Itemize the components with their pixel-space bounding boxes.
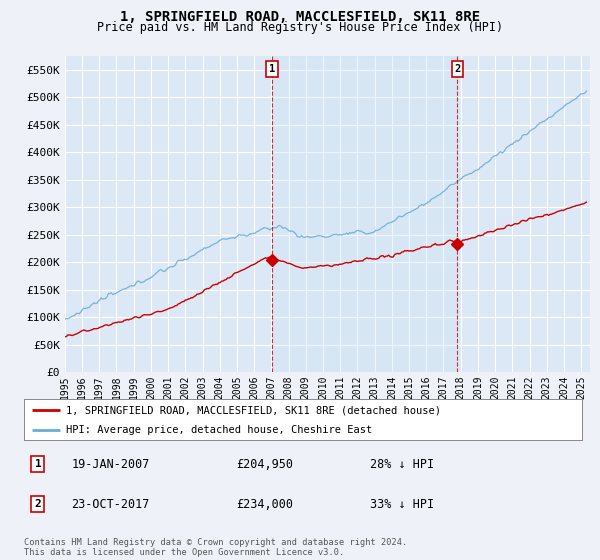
Text: Contains HM Land Registry data © Crown copyright and database right 2024.
This d: Contains HM Land Registry data © Crown c… <box>24 538 407 557</box>
Text: 33% ↓ HPI: 33% ↓ HPI <box>370 498 434 511</box>
Text: 2: 2 <box>454 64 461 74</box>
Text: 1, SPRINGFIELD ROAD, MACCLESFIELD, SK11 8RE (detached house): 1, SPRINGFIELD ROAD, MACCLESFIELD, SK11 … <box>66 405 441 415</box>
Text: 28% ↓ HPI: 28% ↓ HPI <box>370 458 434 470</box>
Text: Price paid vs. HM Land Registry's House Price Index (HPI): Price paid vs. HM Land Registry's House … <box>97 21 503 34</box>
Text: HPI: Average price, detached house, Cheshire East: HPI: Average price, detached house, Ches… <box>66 424 372 435</box>
Text: £204,950: £204,950 <box>236 458 293 470</box>
Bar <box>272 56 457 372</box>
Text: 1: 1 <box>35 459 41 469</box>
Text: 19-JAN-2007: 19-JAN-2007 <box>71 458 150 470</box>
Text: 2: 2 <box>35 499 41 509</box>
Text: £234,000: £234,000 <box>236 498 293 511</box>
Text: 1, SPRINGFIELD ROAD, MACCLESFIELD, SK11 8RE: 1, SPRINGFIELD ROAD, MACCLESFIELD, SK11 … <box>120 10 480 24</box>
Text: 1: 1 <box>269 64 275 74</box>
Text: 23-OCT-2017: 23-OCT-2017 <box>71 498 150 511</box>
